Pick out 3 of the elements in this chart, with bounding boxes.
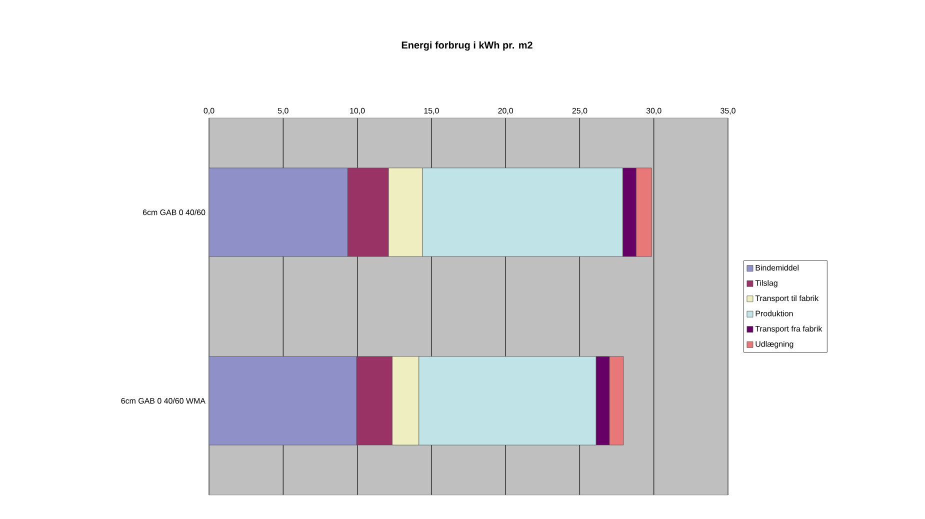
bar bbox=[209, 356, 357, 446]
bar bbox=[209, 168, 348, 257]
chart-title: Energi forbrug i kWh pr. m2 bbox=[402, 41, 532, 51]
